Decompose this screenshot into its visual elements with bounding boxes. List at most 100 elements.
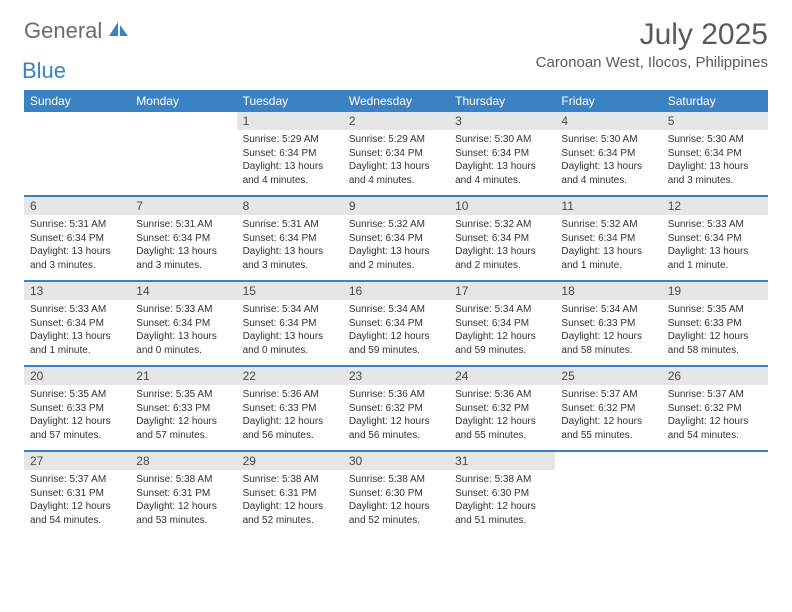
day-number: 29 (237, 452, 343, 470)
sunset-text: Sunset: 6:33 PM (136, 402, 230, 416)
day-number: 22 (237, 367, 343, 385)
day-cell: 31Sunrise: 5:38 AMSunset: 6:30 PMDayligh… (449, 451, 555, 535)
daylight-text: Daylight: 13 hours (455, 160, 549, 174)
day-number: 28 (130, 452, 236, 470)
daylight-text: Daylight: 12 hours (136, 500, 230, 514)
day-number: 2 (343, 112, 449, 130)
day-cell: 14Sunrise: 5:33 AMSunset: 6:34 PMDayligh… (130, 281, 236, 366)
day-cell: 21Sunrise: 5:35 AMSunset: 6:33 PMDayligh… (130, 366, 236, 451)
daylight-text: and 4 minutes. (455, 174, 549, 188)
day-header: Tuesday (237, 90, 343, 112)
day-number: 20 (24, 367, 130, 385)
sunrise-text: Sunrise: 5:36 AM (349, 388, 443, 402)
day-number: 14 (130, 282, 236, 300)
sunset-text: Sunset: 6:33 PM (30, 402, 124, 416)
day-body: Sunrise: 5:29 AMSunset: 6:34 PMDaylight:… (237, 130, 343, 195)
day-body: Sunrise: 5:34 AMSunset: 6:34 PMDaylight:… (343, 300, 449, 365)
daylight-text: and 1 minute. (561, 259, 655, 273)
sunset-text: Sunset: 6:34 PM (668, 147, 762, 161)
sunrise-text: Sunrise: 5:34 AM (455, 303, 549, 317)
day-header-row: Sunday Monday Tuesday Wednesday Thursday… (24, 90, 768, 112)
day-body: Sunrise: 5:34 AMSunset: 6:34 PMDaylight:… (237, 300, 343, 365)
sunset-text: Sunset: 6:32 PM (561, 402, 655, 416)
day-cell: 8Sunrise: 5:31 AMSunset: 6:34 PMDaylight… (237, 196, 343, 281)
day-cell: 15Sunrise: 5:34 AMSunset: 6:34 PMDayligh… (237, 281, 343, 366)
daylight-text: Daylight: 12 hours (455, 330, 549, 344)
day-number: 31 (449, 452, 555, 470)
sunset-text: Sunset: 6:34 PM (561, 147, 655, 161)
day-body: Sunrise: 5:32 AMSunset: 6:34 PMDaylight:… (343, 215, 449, 280)
daylight-text: and 53 minutes. (136, 514, 230, 528)
sunrise-text: Sunrise: 5:38 AM (243, 473, 337, 487)
day-body: Sunrise: 5:34 AMSunset: 6:34 PMDaylight:… (449, 300, 555, 365)
day-number: 26 (662, 367, 768, 385)
daylight-text: Daylight: 13 hours (243, 330, 337, 344)
day-header: Thursday (449, 90, 555, 112)
day-cell: 20Sunrise: 5:35 AMSunset: 6:33 PMDayligh… (24, 366, 130, 451)
sunset-text: Sunset: 6:32 PM (349, 402, 443, 416)
day-body: Sunrise: 5:33 AMSunset: 6:34 PMDaylight:… (24, 300, 130, 365)
day-body: Sunrise: 5:37 AMSunset: 6:31 PMDaylight:… (24, 470, 130, 535)
sunset-text: Sunset: 6:34 PM (136, 317, 230, 331)
day-body: Sunrise: 5:30 AMSunset: 6:34 PMDaylight:… (662, 130, 768, 195)
sunrise-text: Sunrise: 5:37 AM (30, 473, 124, 487)
sunrise-text: Sunrise: 5:33 AM (30, 303, 124, 317)
sunset-text: Sunset: 6:33 PM (561, 317, 655, 331)
logo-sail-icon (109, 25, 129, 42)
daylight-text: Daylight: 13 hours (668, 245, 762, 259)
daylight-text: and 55 minutes. (561, 429, 655, 443)
sunrise-text: Sunrise: 5:34 AM (243, 303, 337, 317)
daylight-text: and 2 minutes. (455, 259, 549, 273)
day-cell: 13Sunrise: 5:33 AMSunset: 6:34 PMDayligh… (24, 281, 130, 366)
day-number: 19 (662, 282, 768, 300)
day-cell: 29Sunrise: 5:38 AMSunset: 6:31 PMDayligh… (237, 451, 343, 535)
day-cell: 11Sunrise: 5:32 AMSunset: 6:34 PMDayligh… (555, 196, 661, 281)
daylight-text: and 59 minutes. (455, 344, 549, 358)
day-cell: 6Sunrise: 5:31 AMSunset: 6:34 PMDaylight… (24, 196, 130, 281)
daylight-text: Daylight: 13 hours (455, 245, 549, 259)
daylight-text: and 1 minute. (30, 344, 124, 358)
daylight-text: Daylight: 12 hours (243, 415, 337, 429)
sunrise-text: Sunrise: 5:31 AM (136, 218, 230, 232)
sunrise-text: Sunrise: 5:29 AM (349, 133, 443, 147)
daylight-text: Daylight: 13 hours (30, 330, 124, 344)
day-body: Sunrise: 5:34 AMSunset: 6:33 PMDaylight:… (555, 300, 661, 365)
day-cell (662, 451, 768, 535)
day-cell: 28Sunrise: 5:38 AMSunset: 6:31 PMDayligh… (130, 451, 236, 535)
day-number: 9 (343, 197, 449, 215)
daylight-text: Daylight: 12 hours (455, 415, 549, 429)
daylight-text: Daylight: 13 hours (243, 245, 337, 259)
title-block: July 2025 Caronoan West, Ilocos, Philipp… (536, 18, 768, 71)
day-body: Sunrise: 5:33 AMSunset: 6:34 PMDaylight:… (130, 300, 236, 365)
daylight-text: Daylight: 12 hours (349, 330, 443, 344)
daylight-text: Daylight: 12 hours (668, 415, 762, 429)
sunset-text: Sunset: 6:34 PM (243, 232, 337, 246)
sunrise-text: Sunrise: 5:32 AM (455, 218, 549, 232)
day-number: 10 (449, 197, 555, 215)
daylight-text: Daylight: 12 hours (561, 415, 655, 429)
day-body: Sunrise: 5:31 AMSunset: 6:34 PMDaylight:… (130, 215, 236, 280)
sunrise-text: Sunrise: 5:32 AM (349, 218, 443, 232)
day-number: 8 (237, 197, 343, 215)
daylight-text: and 58 minutes. (668, 344, 762, 358)
day-number: 11 (555, 197, 661, 215)
daylight-text: Daylight: 13 hours (561, 160, 655, 174)
location: Caronoan West, Ilocos, Philippines (536, 54, 768, 71)
sunset-text: Sunset: 6:34 PM (349, 147, 443, 161)
daylight-text: and 54 minutes. (30, 514, 124, 528)
day-body: Sunrise: 5:32 AMSunset: 6:34 PMDaylight:… (555, 215, 661, 280)
day-body: Sunrise: 5:37 AMSunset: 6:32 PMDaylight:… (555, 385, 661, 450)
week-row: 13Sunrise: 5:33 AMSunset: 6:34 PMDayligh… (24, 281, 768, 366)
daylight-text: and 54 minutes. (668, 429, 762, 443)
day-header: Monday (130, 90, 236, 112)
day-body: Sunrise: 5:38 AMSunset: 6:31 PMDaylight:… (237, 470, 343, 535)
daylight-text: Daylight: 12 hours (243, 500, 337, 514)
daylight-text: and 55 minutes. (455, 429, 549, 443)
day-body (555, 470, 661, 532)
daylight-text: Daylight: 12 hours (455, 500, 549, 514)
sunset-text: Sunset: 6:34 PM (668, 232, 762, 246)
daylight-text: Daylight: 13 hours (349, 245, 443, 259)
day-cell: 4Sunrise: 5:30 AMSunset: 6:34 PMDaylight… (555, 112, 661, 196)
day-number: 4 (555, 112, 661, 130)
sunrise-text: Sunrise: 5:34 AM (349, 303, 443, 317)
